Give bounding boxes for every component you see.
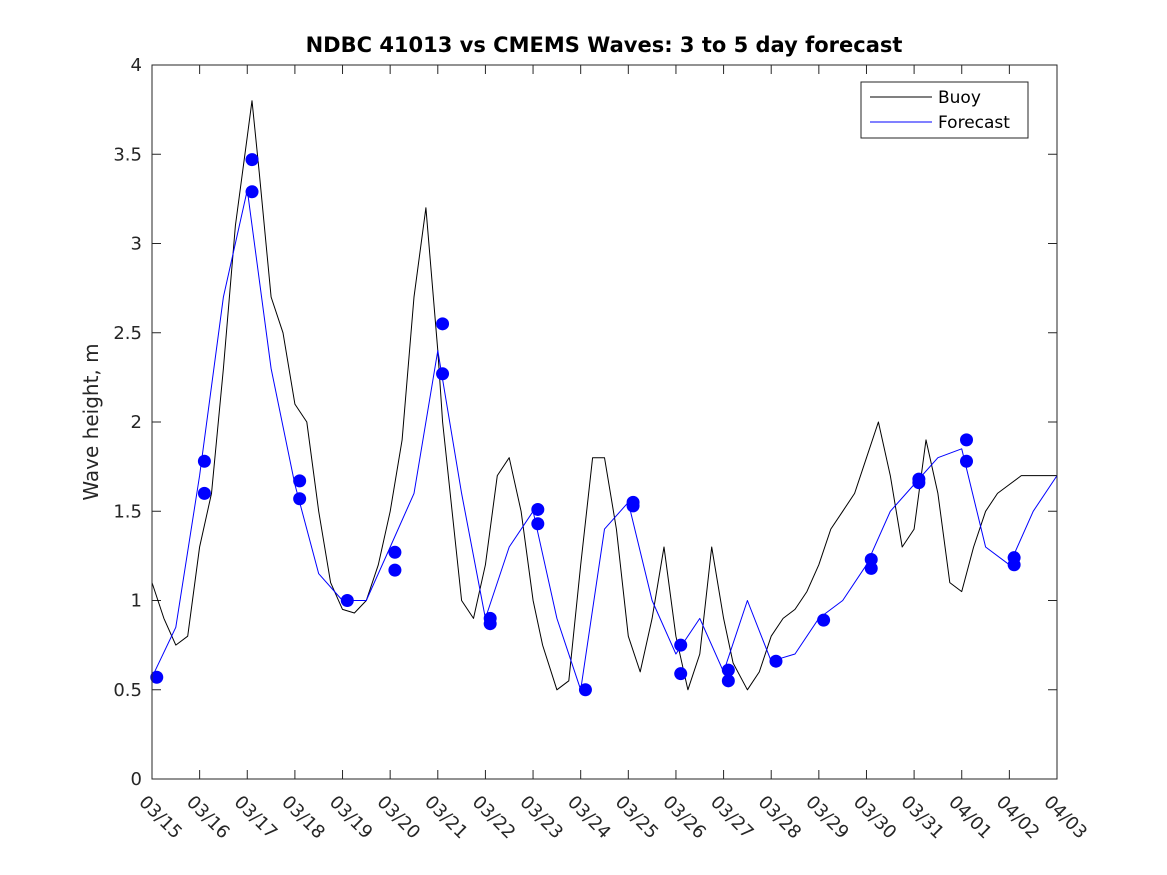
forecast-marker [817,613,831,627]
y-tick-label: 3 [131,234,142,255]
buoy-series-line [151,100,1057,691]
forecast-marker [578,683,592,697]
forecast-marker [531,502,545,516]
forecast-markers [150,153,1021,697]
forecast-marker [388,563,402,577]
forecast-marker [293,474,307,488]
legend: Buoy Forecast [860,81,1029,139]
forecast-marker [960,433,973,447]
y-tick-label: 1.5 [113,501,142,522]
forecast-marker [340,594,354,607]
y-tick-label: 4 [131,55,142,76]
forecast-marker [436,317,450,331]
forecast-marker [436,367,450,381]
y-tick-label: 0.5 [113,680,142,701]
forecast-marker [1007,558,1021,572]
y-tick-label: 3.5 [113,144,142,165]
plot-area [152,65,1057,779]
forecast-marker [864,552,878,566]
plot-frame [151,64,1058,780]
forecast-series-line [151,189,1058,691]
forecast-marker [960,454,973,468]
forecast-marker [197,486,211,500]
forecast-marker [531,517,545,531]
forecast-marker [674,667,688,681]
forecast-marker [912,476,926,490]
y-tick-labels: 0 0.5 1 1.5 2 2.5 3 3.5 4 [113,55,142,790]
forecast-marker [721,663,735,677]
forecast-marker [864,561,878,575]
y-tick-label: 2 [131,412,142,433]
legend-buoy-label: Buoy [938,88,981,108]
y-tick-label: 1 [131,591,142,612]
forecast-marker [483,617,497,631]
forecast-marker [721,674,735,688]
legend-box [860,81,1029,139]
forecast-marker [150,670,164,684]
forecast-marker [388,545,402,559]
y-tick-label: 0 [131,769,142,790]
forecast-marker [197,454,211,468]
forecast-marker [626,499,640,513]
forecast-marker [674,638,688,652]
y-axis-label: Wave height, m [79,343,103,500]
chart-title: NDBC 41013 vs CMEMS Waves: 3 to 5 day fo… [306,33,903,57]
y-tick-label: 2.5 [113,323,142,344]
forecast-marker [245,185,259,199]
forecast-marker [293,492,307,506]
forecast-marker [245,153,259,167]
legend-forecast-label: Forecast [938,113,1010,133]
series-layer [151,100,1058,691]
forecast-marker [769,654,783,668]
